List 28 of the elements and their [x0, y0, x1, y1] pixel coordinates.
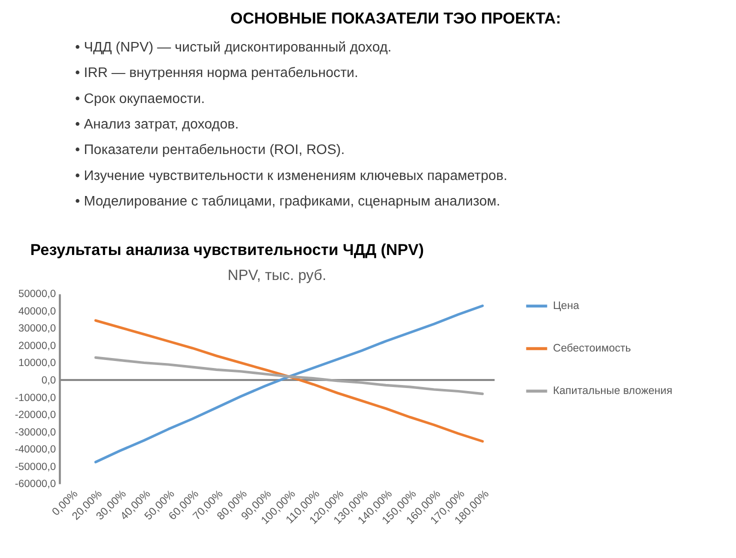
y-tick-label: 10000,0 [18, 358, 56, 370]
text: • Изучение чувствительности к изменениям ключевых параметров. [75, 166, 508, 183]
y-tick-label: -50000,0 [14, 462, 56, 473]
y-tick-label: -20000,0 [14, 410, 56, 422]
y-tick-label: -30000,0 [14, 427, 56, 438]
y-tick-label: 0,0 [41, 375, 56, 386]
line-series [94, 319, 484, 443]
text: • Срок окупаемости. [75, 90, 205, 106]
text: • ЧДД (NPV) — чистый дисконтированный доход. [75, 38, 392, 54]
y-tick-label: 30000,0 [18, 324, 56, 335]
legend-label: Цена [552, 300, 580, 312]
y-tick-label: -60000,0 [14, 479, 56, 490]
chart-subtitle: NPV, тыс. руб. [228, 268, 326, 284]
text: • Анализ затрат, доходов. [75, 115, 239, 132]
text: • Показатели рентабельности (ROI, ROS). [75, 141, 345, 158]
chart-title: Результаты анализа чувствительности ЧДД (NPV) [30, 242, 424, 260]
y-tick-label: -10000,0 [14, 392, 56, 404]
y-tick-label: 40000,0 [18, 306, 56, 318]
y-tick-label: 50000,0 [18, 289, 56, 300]
legend-label: Капитальные вложения [552, 385, 672, 398]
text: ОСНОВНЫЕ ПОКАЗАТЕЛИ ТЭО ПРОЕКТА: [230, 10, 561, 28]
text: • IRR — внутренняя норма рентабельности. [75, 64, 358, 80]
text: • Моделирование с таблицами, графиками, сценарным анализом. [75, 192, 500, 209]
line-series [94, 356, 484, 396]
y-tick-label: 20000,0 [18, 340, 56, 352]
line-series [94, 304, 484, 464]
y-tick-label: -40000,0 [14, 444, 56, 456]
legend-label: Себестоимость [552, 342, 632, 355]
